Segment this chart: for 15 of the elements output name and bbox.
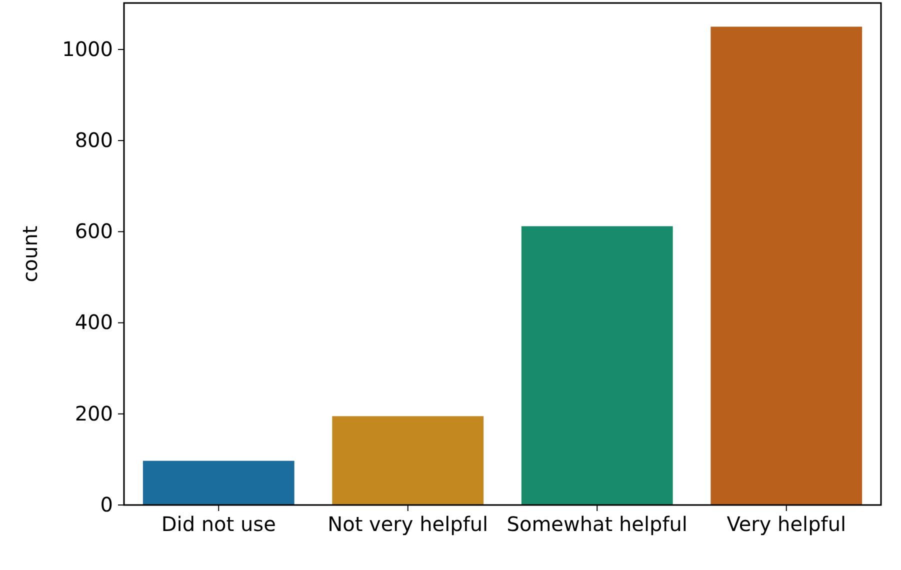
- bar: [332, 416, 484, 505]
- x-tick-label: Did not use: [161, 512, 276, 536]
- y-axis-title: count: [18, 226, 42, 282]
- y-tick-label: 400: [74, 310, 113, 334]
- y-tick-label: 800: [74, 128, 113, 152]
- x-tick-label: Somewhat helpful: [506, 512, 688, 536]
- y-tick-label: 200: [74, 401, 113, 426]
- bar: [710, 26, 862, 505]
- y-tick-label: 0: [100, 492, 113, 516]
- bar: [521, 226, 673, 505]
- bar: [142, 460, 294, 505]
- y-tick-label: 600: [74, 219, 113, 244]
- x-tick-label: Not very helpful: [328, 512, 488, 536]
- y-tick-label: 1000: [62, 36, 113, 61]
- x-tick-label: Very helpful: [726, 512, 846, 536]
